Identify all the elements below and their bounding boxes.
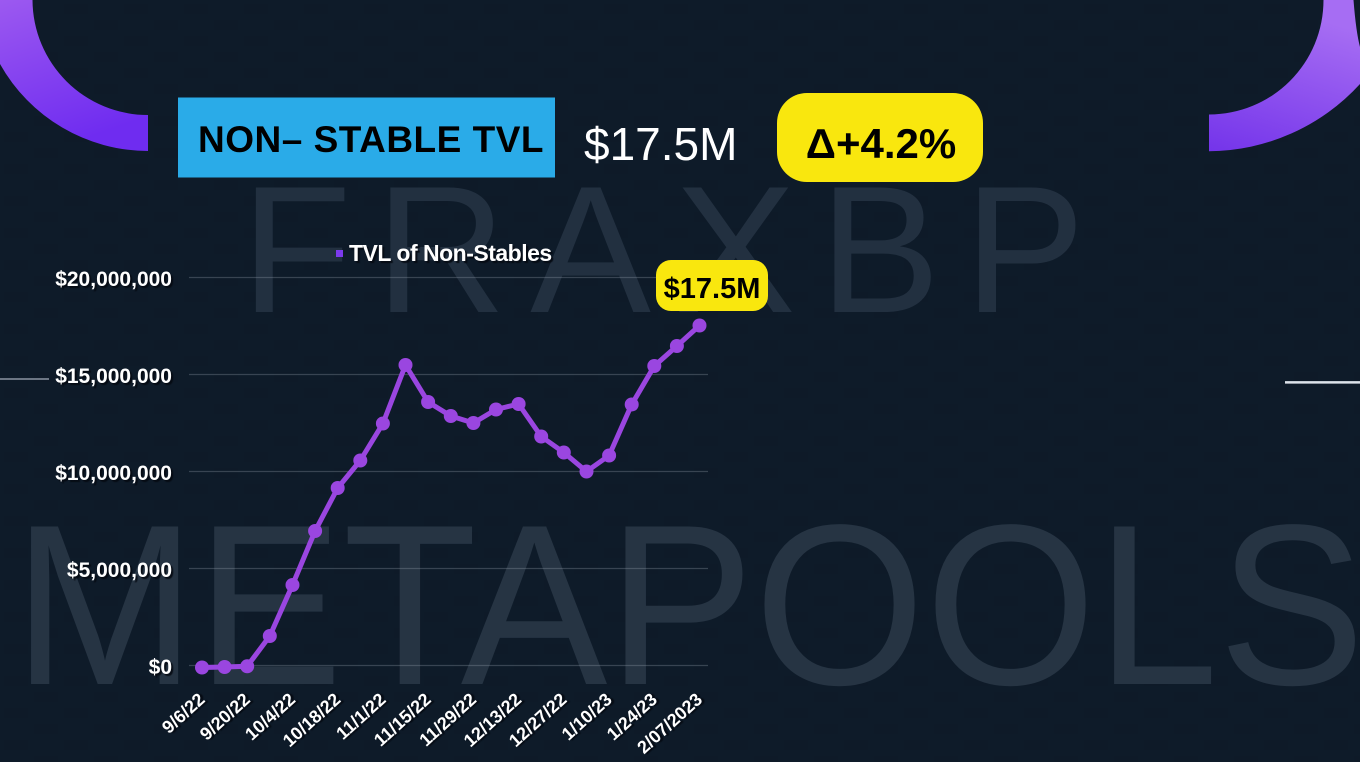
svg-text:$20,000,000: $20,000,000 xyxy=(55,268,172,291)
svg-text:TVL of Non-Stables: TVL of Non-Stables xyxy=(349,240,552,266)
svg-text:NON– STABLE TVL: NON– STABLE TVL xyxy=(198,119,544,160)
svg-text:$17.5M: $17.5M xyxy=(664,273,761,305)
svg-text:$15,000,000: $15,000,000 xyxy=(55,365,172,388)
svg-text:$17.5M: $17.5M xyxy=(584,118,737,170)
svg-text:$0: $0 xyxy=(149,656,172,679)
svg-text:$5,000,000: $5,000,000 xyxy=(67,559,172,582)
svg-text:$10,000,000: $10,000,000 xyxy=(55,462,172,485)
svg-text:METAPOOLS: METAPOOLS xyxy=(13,477,1360,733)
svg-text:Δ+4.2%: Δ+4.2% xyxy=(806,120,956,167)
